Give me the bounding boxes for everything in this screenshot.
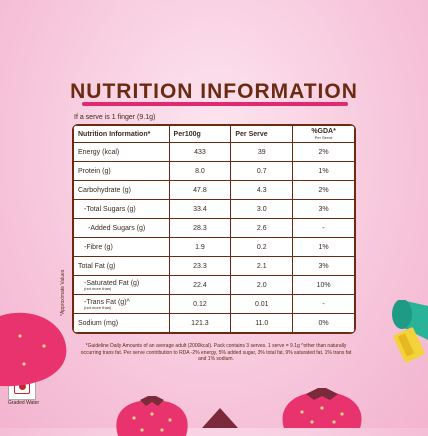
row-perserve: 3.0 bbox=[230, 199, 294, 219]
header-gda: %GDA* Per Serve bbox=[292, 125, 355, 143]
table-row: Total Fat (g) 23.3 2.1 3% bbox=[73, 256, 355, 276]
row-perserve: 2.1 bbox=[230, 256, 294, 276]
strawberry-left-icon bbox=[116, 396, 188, 436]
row-label-sub: (not more than) bbox=[84, 304, 112, 310]
table-row: -Total Sugars (g) 33.4 3.0 3% bbox=[73, 199, 355, 219]
row-label: Energy (kcal) bbox=[73, 142, 170, 162]
table-row: Protein (g) 8.0 0.7 1% bbox=[73, 161, 355, 181]
row-gda: - bbox=[292, 218, 355, 238]
strawberry-right-icon bbox=[282, 388, 362, 428]
row-label-sub: (not more than) bbox=[84, 285, 112, 291]
header-gda-sub: Per Serve bbox=[314, 135, 333, 140]
row-gda: 10% bbox=[292, 275, 355, 295]
row-perserve: 0.2 bbox=[230, 237, 294, 257]
header-per100g: Per100g bbox=[168, 125, 232, 143]
table-row: -Fibre (g) 1.9 0.2 1% bbox=[73, 237, 355, 257]
row-label: Sodium (mg) bbox=[73, 313, 170, 333]
row-label: Protein (g) bbox=[73, 161, 170, 181]
row-label: Total Fat (g) bbox=[73, 256, 170, 276]
veg-mark-dot bbox=[18, 382, 26, 390]
row-per100: 47.8 bbox=[168, 180, 232, 200]
row-per100: 8.0 bbox=[168, 161, 232, 181]
row-per100: 121.3 bbox=[168, 313, 232, 333]
row-gda: 1% bbox=[292, 237, 355, 257]
row-perserve: 2.0 bbox=[230, 275, 294, 295]
row-perserve: 0.7 bbox=[230, 161, 294, 181]
row-gda: - bbox=[292, 294, 355, 314]
row-perserve: 2.6 bbox=[230, 218, 294, 238]
row-label: -Total Sugars (g) bbox=[73, 199, 170, 219]
row-gda: 0% bbox=[292, 313, 355, 333]
row-per100: 0.12 bbox=[168, 294, 232, 314]
row-label-text: -Saturated Fat (g) bbox=[84, 279, 140, 287]
table-row: -Added Sugars (g) 28.3 2.6 - bbox=[73, 218, 355, 238]
table-row: -Saturated Fat (g) (not more than) 22.4 … bbox=[73, 275, 355, 295]
row-perserve: 39 bbox=[230, 142, 294, 162]
veg-mark-label: Graded Water bbox=[8, 400, 40, 406]
row-label: -Fibre (g) bbox=[73, 237, 170, 257]
table-row: Carbohydrate (g) 47.8 4.3 2% bbox=[73, 180, 355, 200]
row-per100: 433 bbox=[168, 142, 232, 162]
table-row: Sodium (mg) 121.3 11.0 0% bbox=[73, 313, 355, 333]
table-row: Energy (kcal) 433 39 2% bbox=[73, 142, 355, 162]
title-underline bbox=[82, 102, 348, 106]
row-gda: 3% bbox=[292, 256, 355, 276]
row-label: -Saturated Fat (g) (not more than) bbox=[73, 275, 170, 295]
page-title: NUTRITION INFORMATION bbox=[70, 80, 358, 103]
header-gda-label: %GDA* bbox=[311, 128, 336, 135]
horn-icon bbox=[392, 300, 428, 363]
row-per100: 22.4 bbox=[168, 275, 232, 295]
row-label: Carbohydrate (g) bbox=[73, 180, 170, 200]
row-per100: 23.3 bbox=[168, 256, 232, 276]
row-label: -Trans Fat (g)^ (not more than) bbox=[73, 294, 170, 314]
footnote: *Guideline Daily Amounts of an average a… bbox=[80, 343, 352, 362]
serve-note: If a serve is 1 finger (9.1g) bbox=[74, 114, 156, 121]
row-label: -Added Sugars (g) bbox=[73, 218, 170, 238]
table-header-row: Nutrition Information* Per100g Per Serve… bbox=[73, 125, 355, 143]
row-gda: 3% bbox=[292, 199, 355, 219]
row-perserve: 0.01 bbox=[230, 294, 294, 314]
row-perserve: 4.3 bbox=[230, 180, 294, 200]
row-per100: 1.9 bbox=[168, 237, 232, 257]
row-gda: 2% bbox=[292, 180, 355, 200]
header-per-serve: Per Serve bbox=[230, 125, 294, 143]
strawberry-leaf-icon bbox=[202, 408, 238, 428]
row-gda: 1% bbox=[292, 161, 355, 181]
row-per100: 28.3 bbox=[168, 218, 232, 238]
row-gda: 2% bbox=[292, 142, 355, 162]
row-perserve: 11.0 bbox=[230, 313, 294, 333]
table-row: -Trans Fat (g)^ (not more than) 0.12 0.0… bbox=[73, 294, 355, 314]
row-per100: 33.4 bbox=[168, 199, 232, 219]
row-label-text: -Trans Fat (g)^ bbox=[84, 298, 130, 306]
strawberry-side-icon bbox=[0, 312, 67, 387]
nutrition-table: Nutrition Information* Per100g Per Serve… bbox=[72, 124, 356, 334]
header-nutrient: Nutrition Information* bbox=[73, 125, 170, 143]
